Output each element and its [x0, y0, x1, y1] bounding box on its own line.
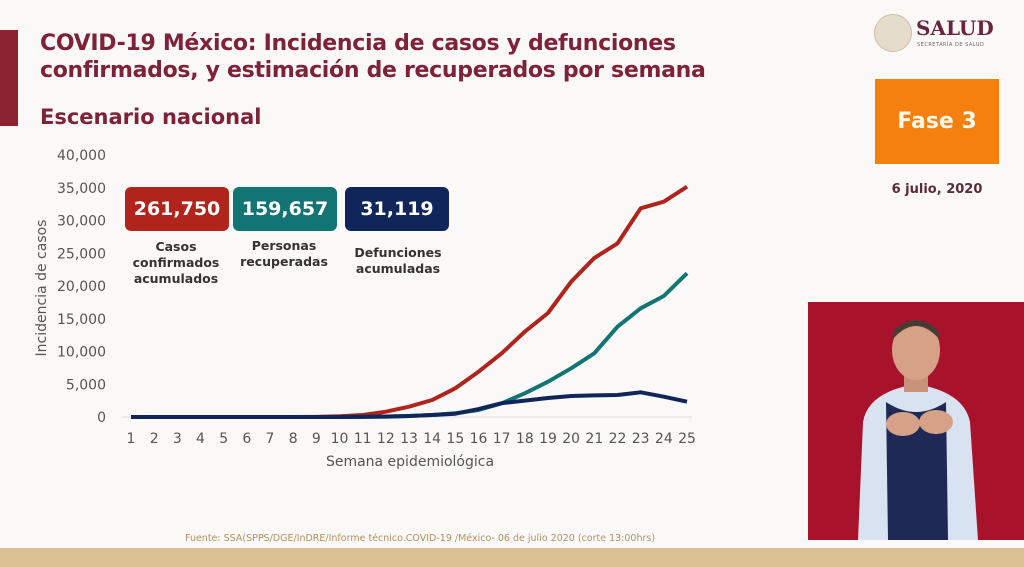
kpi-label-line: acumuladas — [355, 261, 441, 276]
x-tick-label: 14 — [423, 431, 441, 447]
x-tick-label: 24 — [655, 431, 673, 447]
source-note: Fuente: SSA(SPPS/DGE/InDRE/Informe técni… — [185, 533, 656, 544]
x-tick-label: 8 — [289, 431, 298, 447]
x-tick-label: 20 — [562, 431, 580, 447]
page-title: COVID-19 México: Incidencia de casos y d… — [40, 30, 800, 84]
logo-name: SALUD — [916, 16, 994, 40]
y-tick-label: 0 — [97, 410, 106, 426]
logo-subtitle: SECRETARÍA DE SALUD — [917, 42, 985, 48]
seal-icon — [874, 14, 912, 52]
x-axis-label: Semana epidemiológica — [326, 454, 494, 470]
x-tick-label: 5 — [219, 431, 228, 447]
y-tick-label: 25,000 — [57, 246, 106, 262]
kpi-label-line: Personas — [251, 238, 317, 253]
series-line-2 — [131, 390, 688, 419]
x-tick-label: 10 — [331, 431, 349, 447]
title-line-2: confirmados, y estimación de recuperados… — [40, 58, 706, 83]
kpi-label-line: Defunciones — [354, 245, 442, 260]
y-axis-label: Incidencia de casos — [34, 220, 50, 357]
x-tick-label: 3 — [173, 431, 182, 447]
x-tick-label: 9 — [312, 431, 321, 447]
x-tick-label: 22 — [609, 431, 627, 447]
sign-language-interpreter-video — [808, 302, 1024, 540]
y-tick-label: 10,000 — [57, 345, 106, 361]
kpi-label-line: Casos — [155, 239, 197, 254]
y-tick-label: 35,000 — [57, 181, 106, 197]
report-date: 6 julio, 2020 — [891, 182, 983, 197]
y-tick-label: 20,000 — [57, 279, 106, 295]
x-tick-label: 15 — [446, 431, 464, 447]
salud-logo: SALUD SECRETARÍA DE SALUD — [874, 14, 1004, 54]
y-tick-label: 5,000 — [66, 377, 106, 393]
x-tick-label: 23 — [632, 431, 650, 447]
footer-band — [0, 548, 1024, 567]
line-chart: 0 5,000 10,000 15,000 20,000 25,000 30,000 35,0… — [34, 148, 696, 470]
y-tick-label: 40,000 — [57, 148, 106, 164]
x-tick-label: 7 — [266, 431, 275, 447]
kpi-label-line: recuperadas — [240, 254, 328, 269]
x-tick-label: 19 — [539, 431, 557, 447]
x-tick-label: 4 — [196, 431, 205, 447]
page-subtitle: Escenario nacional — [40, 105, 262, 129]
interpreter-figure — [858, 320, 978, 540]
x-tick-label: 11 — [354, 431, 372, 447]
x-tick-label: 13 — [400, 431, 418, 447]
y-tick-label: 30,000 — [57, 214, 106, 230]
kpi-confirmed-label: Casos confirmados acumulados — [116, 239, 236, 287]
accent-bar — [0, 30, 18, 126]
x-tick-label: 17 — [493, 431, 511, 447]
x-tick-label: 12 — [377, 431, 395, 447]
x-tick-label: 6 — [242, 431, 251, 447]
title-line-1: COVID-19 México: Incidencia de casos y d… — [40, 31, 676, 56]
series-line-0 — [131, 185, 689, 419]
kpi-recovered-label: Personas recuperadas — [224, 238, 344, 270]
kpi-recovered-value: 159,657 — [233, 187, 337, 231]
kpi-deaths-value: 31,119 — [345, 187, 449, 231]
x-tick-label: 21 — [585, 431, 603, 447]
x-tick-label: 16 — [470, 431, 488, 447]
y-tick-label: 15,000 — [57, 312, 106, 328]
kpi-label-line: acumulados — [133, 271, 219, 286]
phase-badge: Fase 3 — [875, 79, 999, 164]
kpi-label-line: confirmados — [132, 255, 220, 270]
x-tick-label: 1 — [127, 431, 136, 447]
kpi-confirmed-value: 261,750 — [125, 187, 229, 231]
x-tick-label: 2 — [150, 431, 159, 447]
x-tick-label: 18 — [516, 431, 534, 447]
kpi-deaths-label: Defunciones acumuladas — [338, 245, 458, 277]
x-tick-label: 25 — [678, 431, 696, 447]
